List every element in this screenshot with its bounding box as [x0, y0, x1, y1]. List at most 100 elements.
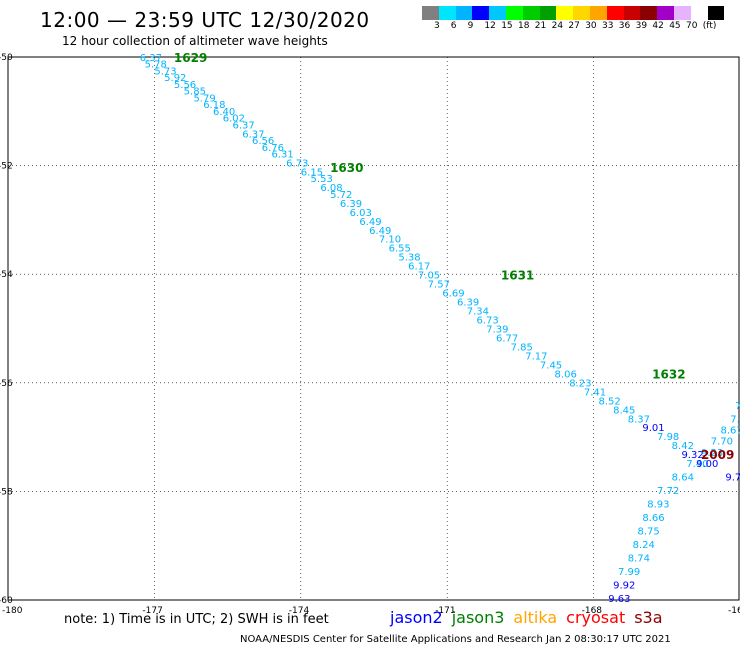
color-swatch	[657, 6, 674, 20]
color-swatch	[589, 6, 607, 20]
color-scale-label: 3	[434, 21, 440, 31]
color-swatch	[438, 6, 456, 20]
color-scale-label: 27	[568, 21, 580, 31]
color-swatch	[707, 6, 725, 20]
color-swatch	[472, 6, 490, 20]
wave-height-value: 6.17	[408, 262, 430, 273]
wave-height-value: 8.64	[672, 473, 694, 484]
lat-tick-label: -52	[0, 162, 13, 172]
lat-tick-label: -54	[0, 270, 13, 280]
color-scale-label: 70	[686, 21, 698, 31]
wave-height-value: 6.02	[223, 114, 245, 125]
color-scale-label: 45	[669, 21, 681, 31]
color-scale-label: 6	[450, 21, 457, 31]
lon-tick-label: -16	[728, 606, 740, 616]
wave-height-value: 6.03	[350, 208, 372, 219]
wave-height-value: 9.23	[701, 448, 723, 459]
wave-height-value: 9.70	[725, 473, 740, 484]
lon-tick-label: -171	[435, 606, 455, 616]
color-scale-label: 42	[652, 21, 664, 31]
wave-height-value: 8.45	[613, 405, 635, 416]
wave-height-value: 6.37	[140, 53, 162, 64]
lat-tick-label: -50	[0, 53, 13, 63]
orbit-number-label: 1630	[330, 161, 363, 175]
wave-height-value: 5.53	[311, 174, 333, 185]
color-scale-label: 36	[618, 21, 631, 31]
wave-height-value: 8.37	[628, 414, 650, 425]
wave-height-value: 7.98	[657, 432, 679, 443]
wave-height-value: 9.00	[696, 459, 718, 470]
wave-height-value: 7.40	[686, 459, 708, 470]
wave-height-value: 8.52	[598, 396, 620, 407]
lat-tick-label: -56	[0, 379, 13, 389]
wave-height-value: 5.85	[184, 87, 206, 98]
wave-height-value: 5.79	[193, 93, 215, 104]
wave-height-value: 6.55	[389, 244, 411, 255]
wave-height-value: 7.17	[525, 351, 547, 362]
color-scale-bar	[422, 6, 725, 20]
wave-height-value: 8.66	[642, 513, 664, 524]
wave-height-value: 6.08	[320, 183, 342, 194]
wave-height-value: 6.77	[496, 333, 518, 344]
color-swatch	[640, 6, 658, 20]
orbit-number-label: 2009	[701, 448, 734, 462]
color-swatch	[623, 6, 641, 20]
color-swatch	[489, 6, 506, 20]
wave-height-value: 6.73	[476, 316, 498, 327]
wave-height-value: 6.15	[301, 167, 323, 178]
wave-height-value: 6.56	[252, 136, 274, 147]
wave-height-value: 5.73	[154, 66, 176, 77]
wave-height-value: 6.18	[203, 100, 225, 111]
wave-height-value: 7.10	[379, 235, 401, 246]
wave-height-value: 8.74	[628, 553, 650, 564]
map-frame	[7, 56, 740, 601]
color-swatch	[690, 6, 708, 20]
wave-height-value: 6.39	[457, 298, 479, 309]
wave-height-value: 9.63	[608, 594, 630, 605]
wave-height-value: 5.56	[174, 80, 196, 91]
satellite-legend-item: altika	[513, 608, 558, 627]
color-swatch	[573, 6, 590, 20]
color-swatch	[673, 6, 691, 20]
wave-height-value: 8.42	[672, 441, 694, 452]
color-swatch	[522, 6, 540, 20]
satellite-legend-item: cryosat	[566, 608, 626, 627]
color-swatch	[455, 6, 473, 20]
wave-height-value: 6.76	[262, 143, 284, 154]
wave-height-value: 7.5	[735, 401, 740, 412]
color-scale-label: 24	[551, 21, 564, 31]
wave-height-value: 6.49	[369, 226, 391, 237]
color-scale-label: 30	[585, 21, 597, 31]
wave-height-value: 6.73	[286, 158, 308, 169]
wave-height-value: 5.92	[164, 73, 186, 84]
wave-height-value: 7.85	[511, 342, 533, 353]
wave-height-value: 8.75	[638, 526, 660, 537]
page-subtitle: 12 hour collection of altimeter wave hei…	[62, 34, 328, 48]
satellite-legend: jason2 jason3 altika cryosat s3a	[390, 608, 672, 627]
wave-height-value: 6.39	[340, 199, 362, 210]
note-text: note: 1) Time is in UTC; 2) SWH is in fe…	[64, 612, 329, 627]
lon-tick-label: -168	[582, 606, 603, 616]
wave-height-value: 7.72	[657, 486, 679, 497]
wave-height-value: 9.92	[613, 580, 635, 591]
wave-height-value: 8.67	[720, 425, 740, 436]
color-scale-label: 33	[602, 21, 614, 31]
wave-height-value: 6.49	[359, 217, 381, 228]
color-swatch	[505, 6, 523, 20]
wave-height-value: 9.32	[681, 450, 703, 461]
color-swatch	[556, 6, 574, 20]
page-title: 12:00 — 23:59 UTC 12/30/2020	[40, 8, 370, 32]
wave-height-value: 7.70	[711, 437, 733, 448]
wave-height-value: 5.72	[330, 190, 352, 201]
color-swatch	[539, 6, 557, 20]
orbit-number-label: 1632	[652, 367, 685, 381]
color-scale-label: 12	[484, 21, 496, 31]
wave-height-value: 7.39	[486, 325, 508, 336]
wave-height-value: 5.38	[398, 253, 420, 264]
lon-tick-label: -174	[289, 606, 310, 616]
lon-tick-label: -180	[2, 606, 23, 616]
satellite-legend-item: s3a	[634, 608, 663, 627]
satellite-legend-item: jason3	[451, 608, 505, 627]
color-scale-label: 21	[534, 21, 547, 31]
